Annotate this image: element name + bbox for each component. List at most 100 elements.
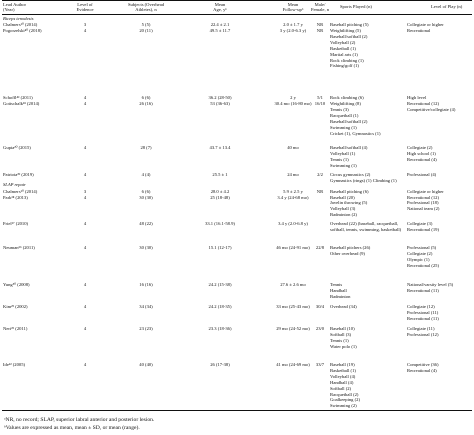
cell-level-of-play: Recreational (12) <box>407 194 440 200</box>
cell-subjects: 30 (30) <box>139 245 153 250</box>
cell-level-of-play: National team (2) <box>407 206 440 212</box>
cell-subjects: 48 (22) <box>139 221 153 226</box>
cell-subjects: 20 (11) <box>139 28 153 33</box>
cell-author: Ide²² (2005) <box>3 362 26 367</box>
cell-subjects: 6 (6) <box>141 188 151 194</box>
cell-followup: 24 mo <box>287 172 299 177</box>
cell-sport: Swimming (1) <box>330 162 357 168</box>
header-lead-author: Lead Author <box>3 1 27 7</box>
cell-followup: 5.9 ± 2.5 y <box>283 188 303 194</box>
cell-sport: Cricket (1), Gymnastics (1) <box>330 130 381 136</box>
cell-sport: Tennis (1) <box>330 337 349 343</box>
cell-sport: Baseball (10) <box>330 326 355 331</box>
cell-subjects: 28 (7) <box>140 145 152 150</box>
cell-sport: Basketball (1) <box>330 45 356 51</box>
section-title: Biceps tenodesis <box>3 16 34 21</box>
cell-subjects: 6 (6) <box>141 95 151 100</box>
cell-sex: NR <box>316 188 324 194</box>
cell-level-of-play: Recreational (4) <box>407 156 437 162</box>
cell-age: 22.4 ± 2.1 <box>210 21 230 27</box>
cell-level-of-play: Professional (18) <box>407 200 439 206</box>
cell-age: 53 (36-63) <box>210 101 230 106</box>
cell-subjects: 5 (5) <box>141 21 151 27</box>
cell-sport: Baseball pitching (6) <box>330 188 369 194</box>
cell-sport: Basketball (1) <box>330 367 356 373</box>
cell-sex: NR <box>316 28 324 33</box>
cell-sport: Weightlifting (8) <box>330 101 361 106</box>
cell-subjects: 4 (4) <box>141 172 151 177</box>
cell-sport: Badminton (2) <box>330 212 357 218</box>
cell-sport: Weightlifting (5) <box>330 28 361 33</box>
cell-followup: 27.6 ± 2.6 mo <box>280 282 306 287</box>
cell-age: 24.2 (18-35) <box>208 304 232 309</box>
cell-age: 25 (18-48) <box>210 194 230 200</box>
cell-level-of-play: Recreational (12) <box>407 101 440 106</box>
cell-author: Gottschalk¹⁸ (2014) <box>3 101 40 106</box>
cell-sport: Racquetball (1) <box>330 112 359 118</box>
footnote: ᵃNR, no record; SLAP, superior labral an… <box>4 417 155 423</box>
cell-age: 43.7 ± 13.4 <box>209 145 231 150</box>
cell-sport: softball, tennis, swimming, basketball) <box>330 226 402 232</box>
cell-sport: Baseball pitching (5) <box>330 21 369 27</box>
cell-level-of-play: Recreational (19) <box>407 226 440 232</box>
cell-followup: 2.0 ± 1.7 y <box>283 21 303 27</box>
cell-author: Neri³⁵ (2011) <box>3 326 28 331</box>
cell-level-of-play: Competitive (36) <box>407 362 439 367</box>
cell-sex: 33/7 <box>315 362 325 367</box>
section-title: SLAP repair <box>3 182 26 187</box>
cell-level: 4 <box>83 326 87 331</box>
cell-subjects: 34 (34) <box>139 304 153 309</box>
header-sex: Female, n <box>310 7 330 13</box>
cell-sex: 16/10 <box>314 101 326 106</box>
cell-sport: Volleyball (2) <box>330 39 356 45</box>
cell-sport: Overhead (22) (baseball, racquetball, <box>330 221 399 226</box>
cell-followup: 30.4 mo (16-80 mo) <box>274 101 312 106</box>
cell-sport: Overhead (34) <box>330 304 357 309</box>
cell-sex: 5/1 <box>317 95 323 100</box>
cell-sport: Other overhead (9) <box>330 250 365 256</box>
cell-sport: Tennis <box>330 282 343 287</box>
cell-author: Chalmers¹⁰ (2014) <box>3 188 38 194</box>
cell-sport: Swimming (2) <box>330 403 357 409</box>
cell-sport: Rock climbing (6) <box>330 95 364 100</box>
header-lead-author: (Year) <box>3 7 15 13</box>
cell-level: 4 <box>83 304 87 309</box>
cell-sport: Martial arts (1) <box>330 51 358 57</box>
cell-followup: 33 mo (25-43 mo) <box>276 304 310 309</box>
cell-level-of-play: Collegiate (12) <box>407 304 435 309</box>
cell-level-of-play: Recreational <box>407 28 431 33</box>
cell-sport: Volleyball (4) <box>330 373 356 379</box>
footnote: ᵇValues are expressed as mean, mean ± SD… <box>4 425 140 431</box>
cell-age: 24.2 (15-38) <box>208 282 232 287</box>
cell-age: 25.5 ± 1 <box>212 172 228 177</box>
cell-age: 15.1 (12-17) <box>208 245 232 250</box>
cell-level: 4 <box>83 172 87 177</box>
cell-level: 4 <box>83 194 87 200</box>
cell-sex: 22/8 <box>315 245 325 250</box>
cell-followup: 3 y (2.0-6.3 y) <box>279 28 307 33</box>
cell-subjects: 26 (16) <box>139 101 153 106</box>
cell-author: Pogorzelski⁴⁰ (2018) <box>3 28 42 33</box>
cell-age: 33.1 (16.1-58.9) <box>205 221 235 226</box>
header-subjects: Subjects (Overhead <box>127 1 165 7</box>
cell-sport: Water polo (1) <box>330 343 357 349</box>
cell-followup: 46 mo (24-91 mo) <box>276 245 310 250</box>
cell-level-of-play: High school (1) <box>407 150 436 156</box>
header-subjects: Athletes), n <box>135 7 157 13</box>
cell-level-of-play: Professional (5) <box>407 245 437 250</box>
cell-sport: Swimming (1) <box>330 124 357 130</box>
cell-level-of-play: Olympic (1) <box>407 256 430 262</box>
header-age: Mean <box>214 1 226 7</box>
cell-level-of-play: Recreational (4) <box>407 367 437 373</box>
cell-level: 4 <box>83 28 87 33</box>
cell-level-of-play: Collegiate or higher <box>407 21 444 27</box>
cell-level-of-play: Recreational (25) <box>407 262 440 268</box>
cell-level-of-play: High level <box>407 95 427 100</box>
header-play: Level of Play (n) <box>431 4 463 9</box>
cell-author: Schoffl⁴³ (2011) <box>3 95 33 100</box>
cell-age: 23.3 (18-36) <box>208 326 232 331</box>
cell-level-of-play: Professional (4) <box>407 172 437 177</box>
cell-sport: Circus gymnastics (2) <box>330 172 371 177</box>
cell-author: Gupta²⁰ (2015) <box>3 145 31 150</box>
